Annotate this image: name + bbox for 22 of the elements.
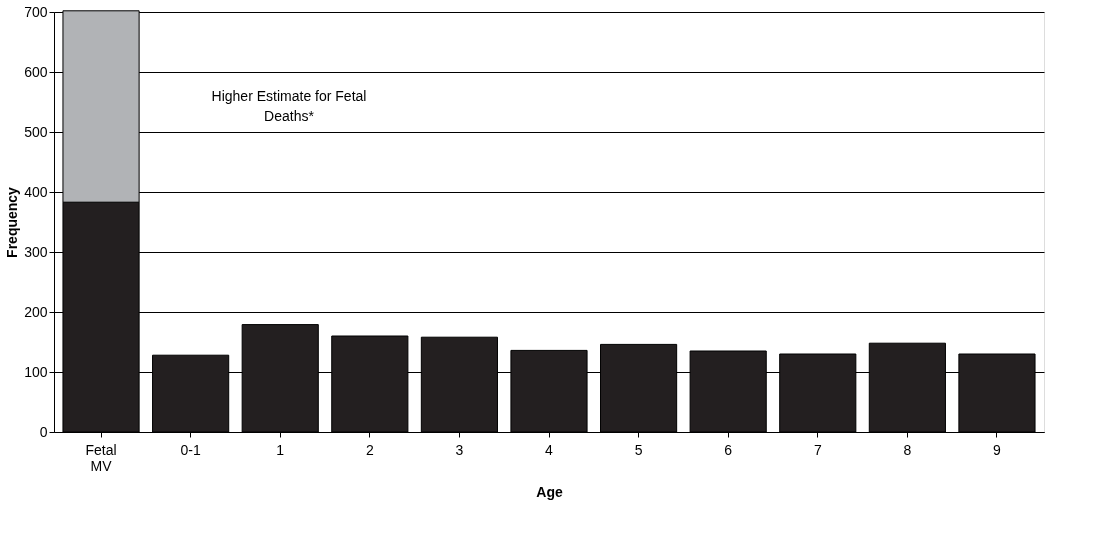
x-tick-label: 4 xyxy=(545,441,554,458)
x-tick-label: 0-1 xyxy=(180,441,201,458)
y-tick-label: 700 xyxy=(24,3,48,20)
x-tick-label: 8 xyxy=(903,441,912,458)
y-tick-label: 600 xyxy=(24,63,48,80)
x-axis-title: Age xyxy=(536,483,563,500)
y-tick-label: 300 xyxy=(24,243,48,260)
y-tick-label: 400 xyxy=(24,183,48,200)
y-tick-label: 0 xyxy=(39,423,48,440)
y-axis-title: Frequency xyxy=(4,186,21,258)
x-tick-label: 9 xyxy=(993,441,1002,458)
y-tick-label: 100 xyxy=(24,363,48,380)
x-tick-label: 2 xyxy=(365,441,374,458)
annotation: Higher Estimate for Fetal Deaths* xyxy=(211,88,367,124)
x-tick-label: 3 xyxy=(455,441,464,458)
x-tick-label: 6 xyxy=(724,441,733,458)
y-tick-label: 500 xyxy=(24,123,48,140)
x-tick-label: 1 xyxy=(276,441,285,458)
x-tick-label: 7 xyxy=(813,441,822,458)
y-tick-label: 200 xyxy=(24,303,48,320)
x-tick-label: Fetal MV xyxy=(85,441,117,474)
x-tick-label: 5 xyxy=(634,441,643,458)
